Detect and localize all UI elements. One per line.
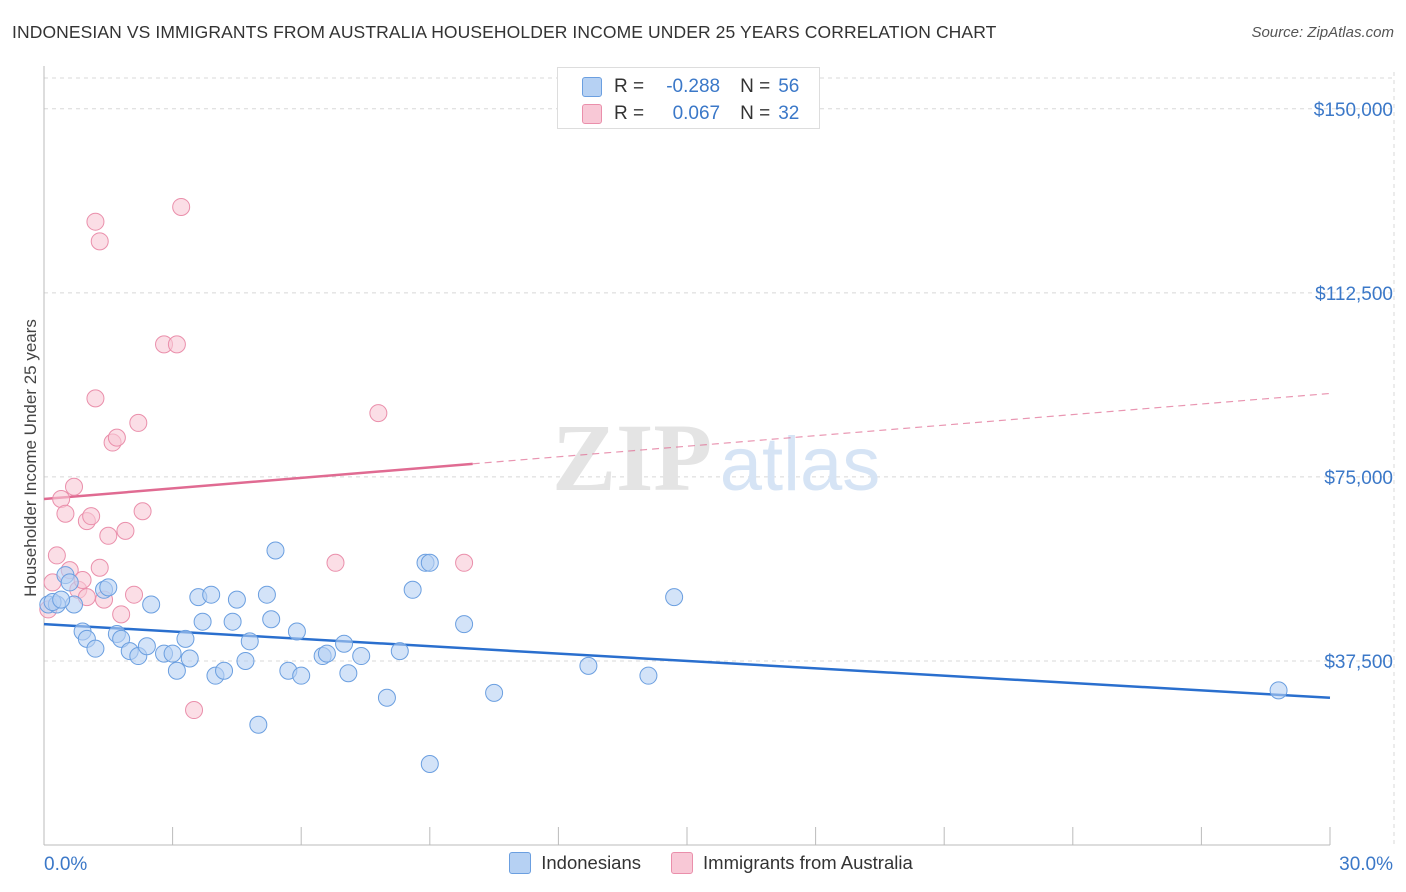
n-value: 32: [778, 103, 800, 124]
series-legend: Indonesians Immigrants from Australia: [0, 852, 1406, 874]
point-indonesians: [339, 664, 358, 683]
watermark: ZIP atlas: [552, 404, 880, 511]
point-indonesians: [202, 585, 221, 604]
point-australia: [56, 504, 75, 523]
axes: [43, 66, 1331, 846]
point-indonesians: [99, 578, 118, 597]
n-value: 56: [778, 76, 800, 97]
watermark-zip: ZIP: [552, 404, 712, 511]
data-points: [39, 197, 1288, 774]
point-indonesians: [240, 632, 259, 651]
point-australia: [112, 605, 131, 624]
point-indonesians: [287, 622, 306, 641]
point-indonesians: [292, 666, 311, 685]
correlation-legend: R = -0.288 N = 56 R = 0.067 N = 32: [557, 67, 820, 129]
point-indonesians: [215, 661, 234, 680]
point-australia: [129, 413, 148, 432]
point-australia: [107, 428, 126, 447]
point-indonesians: [335, 634, 354, 653]
y-tick-label: $37,500: [1324, 652, 1393, 673]
point-indonesians: [420, 553, 439, 572]
point-indonesians: [180, 649, 199, 668]
y-axis-label: Householder Income Under 25 years: [21, 319, 40, 597]
tick-labels: $37,500 $75,000 $112,500 $150,000 0.0% 30.0%: [44, 100, 1393, 875]
point-australia: [172, 197, 191, 216]
point-indonesians: [163, 644, 182, 663]
trend-line: [43, 622, 1331, 700]
trend-lines: [43, 392, 1331, 700]
legend-swatch-blue: [509, 852, 532, 874]
point-indonesians: [639, 666, 658, 685]
legend-row-australia: R = 0.067 N = 32: [582, 100, 799, 128]
r-value: -0.288: [666, 76, 721, 97]
watermark-atlas: atlas: [720, 422, 881, 507]
chart-title: INDONESIAN VS IMMIGRANTS FROM AUSTRALIA …: [12, 22, 997, 42]
y-tick-label: $75,000: [1324, 468, 1393, 489]
legend-swatch-pink: [671, 852, 694, 874]
point-australia: [133, 502, 152, 521]
point-indonesians: [227, 590, 246, 609]
legend-item-indonesians[interactable]: Indonesians: [509, 852, 641, 874]
point-australia: [326, 553, 345, 572]
trend-line-solid: [43, 462, 473, 501]
point-indonesians: [317, 644, 336, 663]
point-indonesians: [52, 590, 71, 609]
point-indonesians: [223, 612, 242, 631]
point-indonesians: [390, 642, 409, 661]
point-australia: [125, 585, 144, 604]
point-australia: [99, 526, 118, 545]
point-indonesians: [112, 629, 131, 648]
legend-item-australia[interactable]: Immigrants from Australia: [671, 852, 913, 874]
point-australia: [369, 404, 388, 423]
point-australia: [167, 335, 186, 354]
point-indonesians: [142, 595, 161, 614]
point-australia: [82, 507, 101, 526]
point-indonesians: [249, 715, 268, 734]
point-australia: [47, 546, 66, 565]
r-value: 0.067: [672, 103, 721, 124]
point-indonesians: [236, 651, 255, 670]
point-indonesians: [86, 639, 105, 658]
legend-row-indonesians: R = -0.288 N = 56: [582, 73, 799, 101]
point-indonesians: [266, 541, 285, 560]
n-label: N =: [740, 76, 771, 97]
point-indonesians: [60, 573, 79, 592]
legend-label: Immigrants from Australia: [703, 852, 913, 873]
legend-swatch-pink: [582, 104, 602, 124]
point-australia: [86, 212, 105, 231]
x-tick-label: 0.0%: [44, 854, 87, 875]
point-indonesians: [403, 580, 422, 599]
point-australia: [116, 521, 135, 540]
point-indonesians: [167, 661, 186, 680]
point-australia: [90, 232, 109, 251]
point-indonesians: [193, 612, 212, 631]
chart-source: Source: ZipAtlas.com: [1251, 24, 1394, 41]
point-indonesians: [1269, 681, 1288, 700]
point-indonesians: [485, 683, 504, 702]
point-australia: [86, 389, 105, 408]
point-indonesians: [257, 585, 276, 604]
r-label: R =: [614, 103, 645, 124]
point-indonesians: [262, 610, 281, 629]
point-indonesians: [420, 755, 439, 774]
r-label: R =: [614, 76, 645, 97]
legend-swatch-blue: [582, 77, 602, 97]
point-australia: [455, 553, 474, 572]
point-indonesians: [137, 637, 156, 656]
y-tick-label: $112,500: [1315, 284, 1393, 305]
legend-label: Indonesians: [541, 852, 642, 873]
point-indonesians: [665, 588, 684, 607]
point-australia: [185, 701, 204, 720]
point-indonesians: [455, 615, 474, 634]
point-australia: [90, 558, 109, 577]
point-australia: [65, 477, 84, 496]
n-label: N =: [740, 103, 771, 124]
y-tick-label: $150,000: [1314, 100, 1393, 121]
point-indonesians: [579, 656, 598, 675]
x-tick-label: 30.0%: [1339, 854, 1393, 875]
point-indonesians: [352, 647, 371, 666]
point-indonesians: [176, 629, 195, 648]
point-indonesians: [377, 688, 396, 707]
